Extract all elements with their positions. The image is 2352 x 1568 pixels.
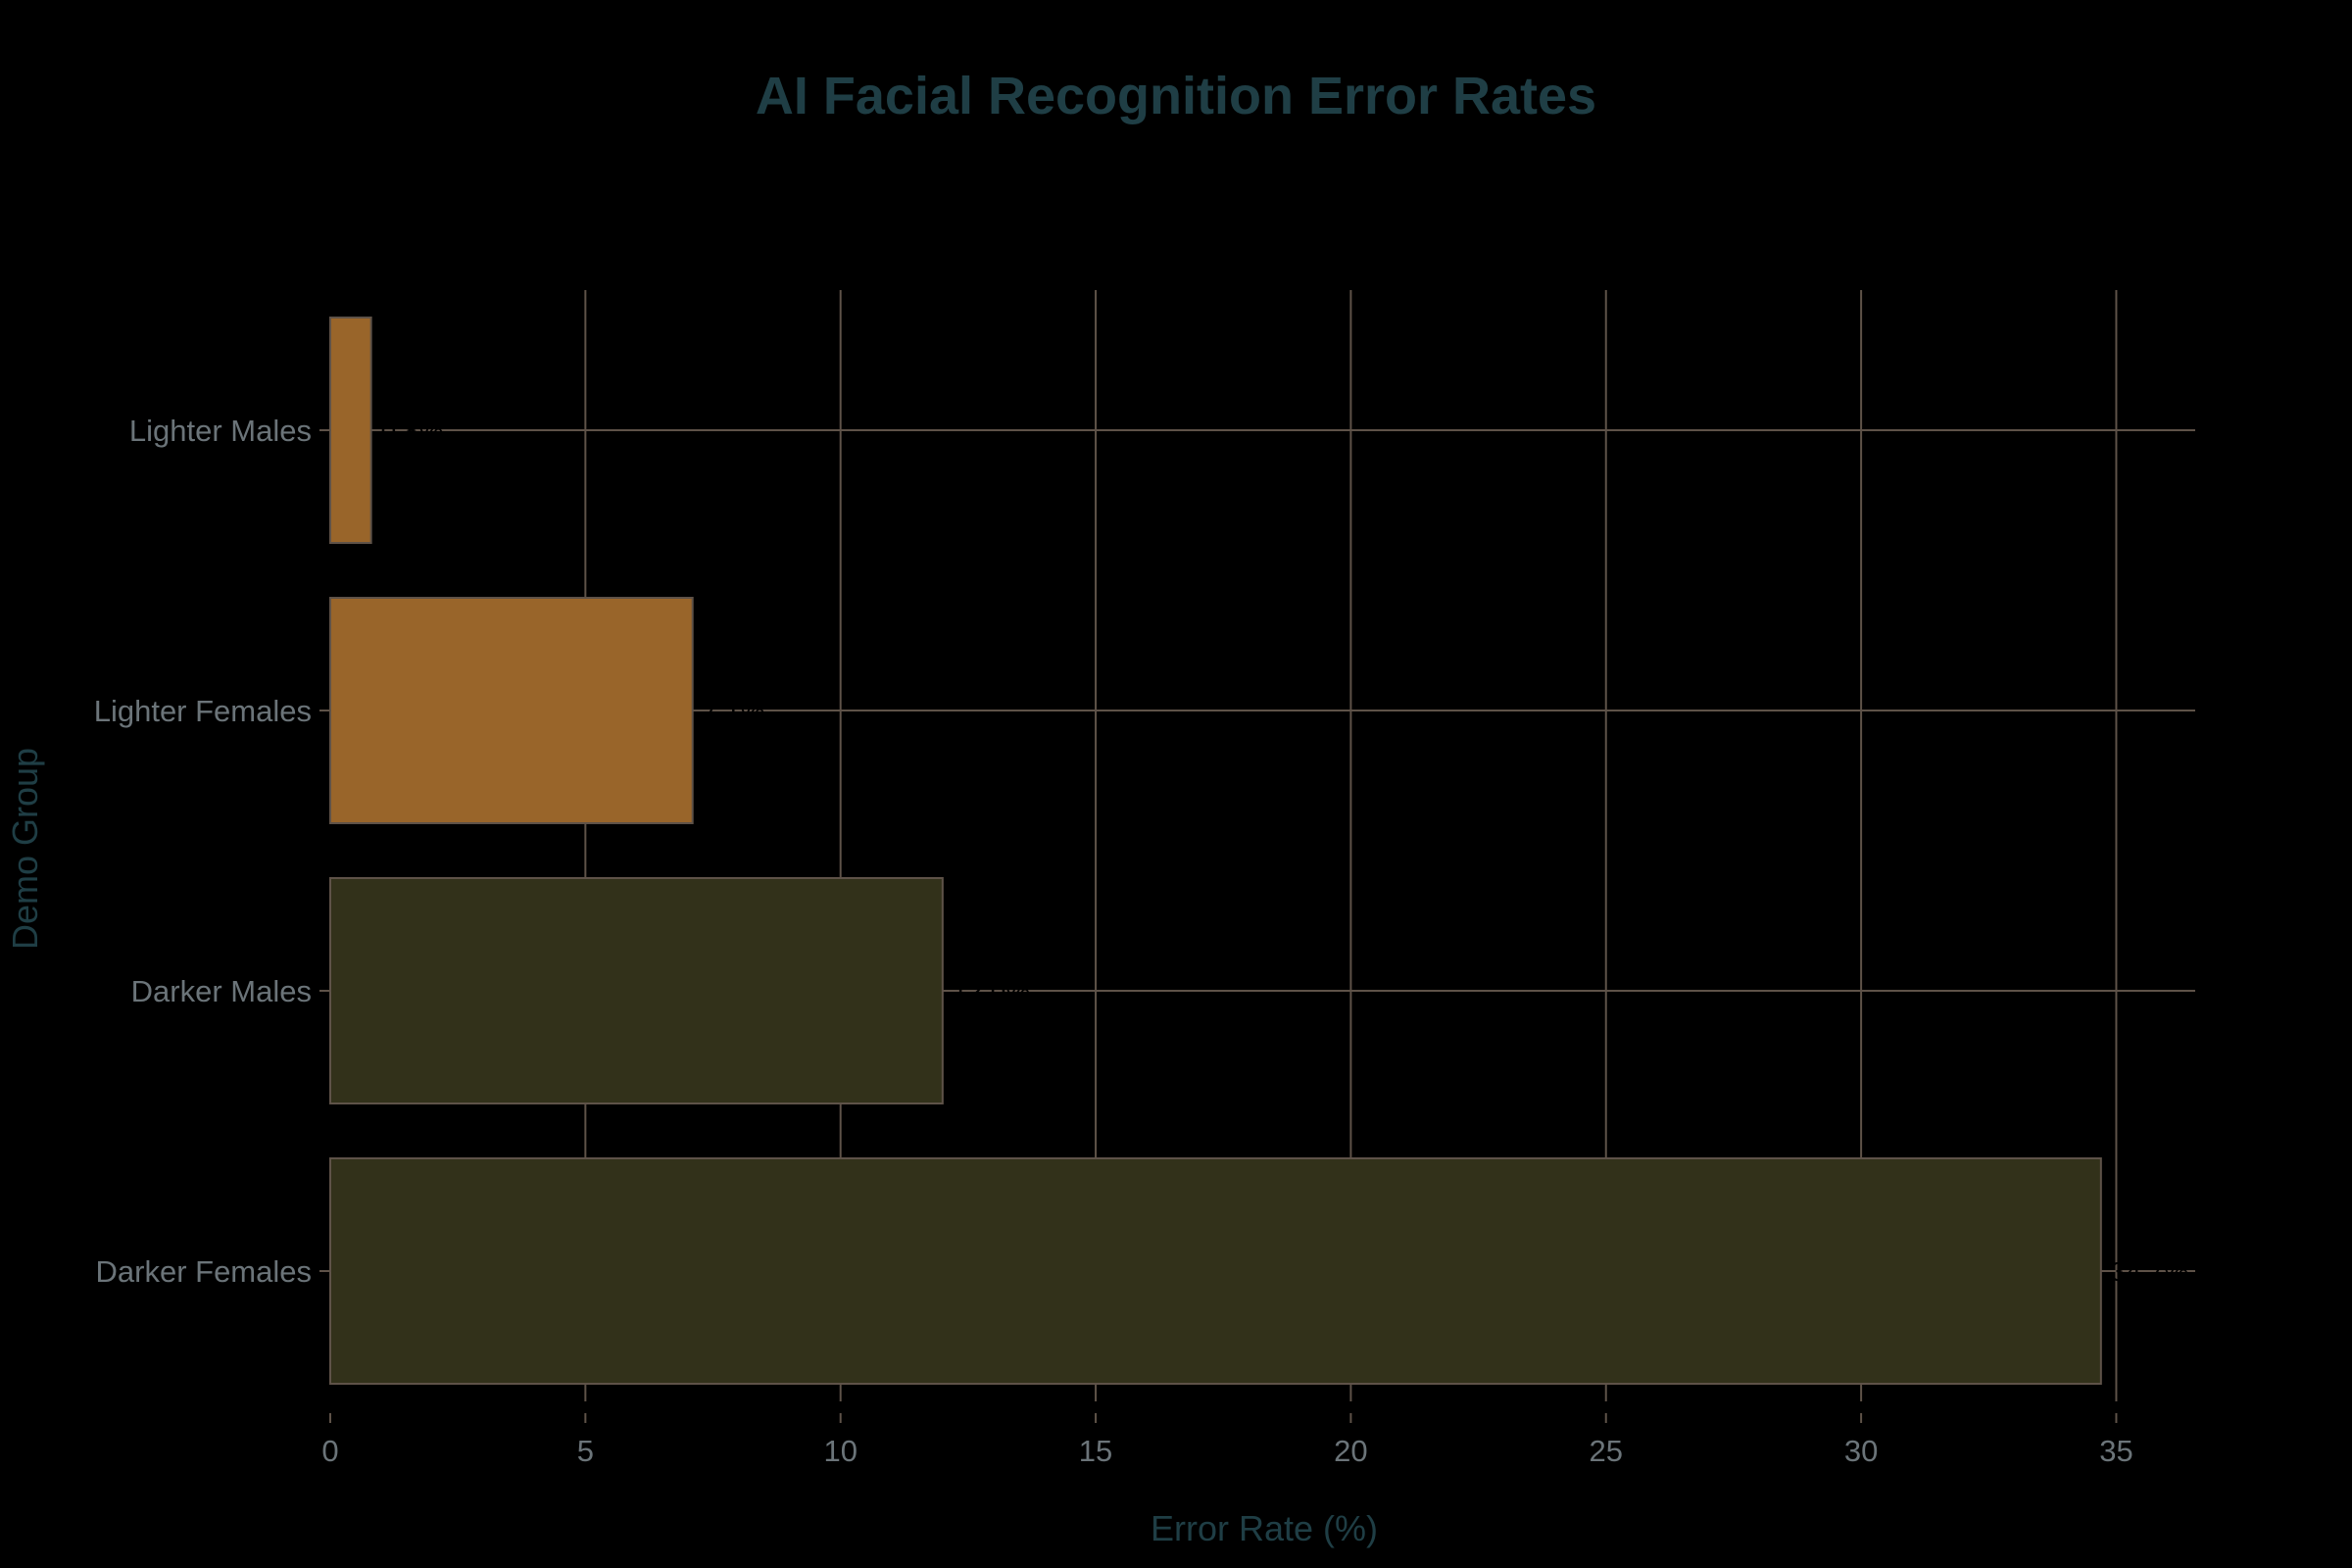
x-tick-label: 35 xyxy=(2099,1434,2132,1468)
bar-lighter-males[interactable] xyxy=(329,317,372,544)
x-axis-ticks: 0 5 10 15 20 25 30 35 xyxy=(321,1413,2133,1468)
x-tick-label: 10 xyxy=(823,1434,857,1468)
y-axis-title: Demo Group xyxy=(5,748,45,950)
chart-title: AI Facial Recognition Error Rates xyxy=(756,67,1596,125)
x-tick-label: 0 xyxy=(321,1434,338,1468)
bar-value-label: 0.8% xyxy=(381,416,444,446)
bar-darker-males[interactable] xyxy=(329,877,944,1104)
bar-value-label: 12.0% xyxy=(953,976,1030,1006)
bar-lighter-females[interactable] xyxy=(329,597,694,824)
x-tick-label: 20 xyxy=(1334,1434,1367,1468)
bars: 0.8% 7.1% 12.0% 34.7% xyxy=(329,317,2188,1385)
x-axis-title: Error Rate (%) xyxy=(1151,1508,1378,1548)
y-tick-label: Darker Females xyxy=(96,1254,313,1289)
bar-value-label: 34.7% xyxy=(2111,1256,2188,1287)
x-tick-label: 30 xyxy=(1844,1434,1878,1468)
y-axis-ticks: Lighter Males Lighter Females Darker Males… xyxy=(94,414,329,1289)
x-tick-label: 25 xyxy=(1590,1434,1623,1468)
bar-value-label: 7.1% xyxy=(703,696,765,726)
x-tick-label: 5 xyxy=(577,1434,594,1468)
y-tick-label: Lighter Females xyxy=(94,694,312,728)
y-tick-label: Darker Males xyxy=(131,974,312,1008)
x-tick-label: 15 xyxy=(1079,1434,1112,1468)
bar-darker-females[interactable] xyxy=(329,1157,2102,1385)
y-tick-label: Lighter Males xyxy=(129,414,312,448)
